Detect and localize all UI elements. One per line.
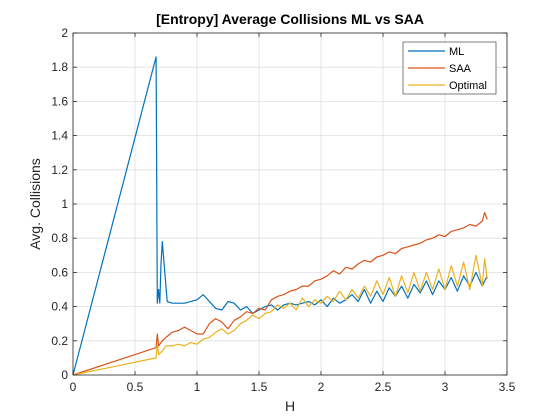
series-layer <box>72 56 488 376</box>
x-tick-label: 1.5 <box>251 380 268 394</box>
series-line-optimal <box>72 254 488 376</box>
y-tick-label: 1 <box>61 197 68 211</box>
y-tick-label: 1.6 <box>51 94 68 108</box>
x-tick-label: 3 <box>442 380 449 394</box>
series-line-ml <box>72 56 488 376</box>
y-tick-label: 1.8 <box>51 60 68 74</box>
legend-label-optimal: Optimal <box>449 80 487 92</box>
series-line-saa <box>72 212 488 376</box>
x-tick-label: 2 <box>318 380 325 394</box>
x-tick-label: 2.5 <box>375 380 392 394</box>
y-tick-label: 0 <box>61 368 68 382</box>
y-tick-label: 1.4 <box>51 129 68 143</box>
x-axis-label: H <box>285 398 295 414</box>
y-tick-label: 0.6 <box>51 265 68 279</box>
y-axis-label: Avg. Collisions <box>27 158 43 250</box>
y-tick-label: 0.2 <box>51 334 68 348</box>
x-tick-label: 0 <box>70 380 77 394</box>
y-tick-label: 0.8 <box>51 231 68 245</box>
y-tick-label: 1.2 <box>51 163 68 177</box>
x-tick-label: 1 <box>194 380 201 394</box>
x-tick-label: 3.5 <box>499 380 516 394</box>
chart-title: [Entropy] Average Collisions ML vs SAA <box>156 11 424 27</box>
ticks: 0 0.5 1 1.5 2 2.5 3 3.5 0 0.2 0.4 0.6 0.8 1 1.2 1.4 1.6 1… <box>51 26 515 394</box>
legend-label-saa: SAA <box>449 63 472 75</box>
y-tick-label: 2 <box>61 26 68 40</box>
x-tick-label: 0.5 <box>127 380 144 394</box>
legend: ML SAA Optimal <box>402 41 497 95</box>
legend-label-ml: ML <box>449 46 464 58</box>
y-tick-label: 0.4 <box>51 300 68 314</box>
